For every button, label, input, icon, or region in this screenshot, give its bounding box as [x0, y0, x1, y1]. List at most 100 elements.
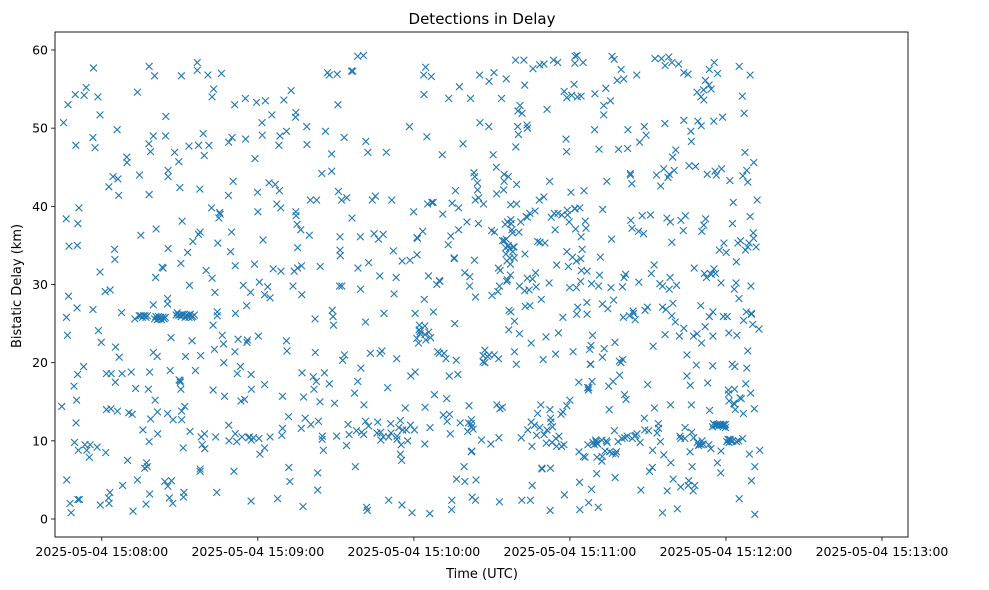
data-point [118, 481, 127, 490]
data-point [219, 358, 228, 367]
data-point [613, 76, 622, 85]
data-point [111, 378, 120, 387]
data-point [161, 132, 170, 140]
data-point [741, 148, 749, 157]
y-axis-label: Bistatic Delay (km) [10, 224, 25, 348]
data-point [502, 235, 510, 243]
data-point [518, 496, 526, 505]
data-point [145, 190, 153, 199]
data-point [700, 221, 708, 229]
data-point [540, 430, 548, 439]
y-tick-label: 30 [32, 277, 48, 292]
data-point [65, 242, 73, 250]
data-point [596, 253, 605, 261]
data-point [749, 158, 758, 167]
data-point [382, 148, 391, 157]
data-point [684, 476, 693, 485]
data-point [668, 311, 676, 320]
data-point [190, 311, 199, 319]
data-point [260, 444, 269, 452]
data-point [266, 433, 274, 441]
data-point [584, 440, 592, 449]
data-point [514, 107, 522, 115]
data-point [258, 131, 267, 139]
data-point [632, 71, 641, 79]
data-point [687, 428, 696, 437]
data-point [686, 381, 695, 390]
data-point [686, 448, 694, 456]
data-point [495, 498, 504, 506]
data-point [470, 256, 479, 265]
data-point [389, 247, 398, 255]
data-point [665, 170, 674, 179]
data-point [533, 409, 542, 418]
data-point [70, 438, 79, 447]
data-point [687, 127, 695, 136]
data-point [236, 362, 245, 371]
data-point [563, 93, 571, 102]
data-point [286, 477, 294, 486]
data-point [336, 233, 344, 241]
data-point [145, 62, 153, 71]
data-point [504, 172, 513, 181]
data-point [707, 85, 715, 93]
data-point [211, 433, 220, 441]
data-point [668, 238, 676, 247]
data-point [107, 405, 115, 413]
data-point [680, 324, 688, 333]
data-point [717, 447, 725, 455]
data-point [685, 161, 693, 170]
data-point [538, 465, 546, 473]
data-point [212, 488, 221, 497]
data-point [287, 86, 295, 95]
data-point [744, 347, 752, 355]
data-point [656, 182, 665, 190]
data-point [211, 288, 219, 297]
data-point [202, 266, 210, 275]
data-point [91, 143, 99, 152]
data-point [424, 272, 433, 280]
data-point [668, 58, 676, 67]
data-point [378, 347, 386, 355]
data-point [413, 234, 422, 243]
data-point [648, 446, 657, 455]
data-point [582, 224, 590, 233]
data-point [477, 436, 486, 444]
data-point [594, 503, 603, 512]
data-point [73, 304, 81, 312]
data-point [384, 433, 393, 441]
data-point [750, 405, 759, 413]
data-point [178, 217, 186, 225]
data-point [502, 277, 511, 286]
data-point [681, 434, 689, 443]
data-point [537, 401, 545, 409]
data-point [618, 355, 627, 364]
data-point [648, 463, 657, 472]
data-point [380, 309, 388, 318]
data-point [755, 446, 764, 455]
data-point [465, 401, 473, 410]
data-point [709, 308, 717, 316]
data-point [448, 496, 456, 505]
data-point [398, 426, 407, 434]
data-point [163, 409, 172, 418]
data-point [666, 218, 675, 226]
data-point [361, 417, 370, 426]
y-tick-label: 50 [32, 121, 48, 136]
data-point [545, 279, 553, 287]
data-point [512, 360, 521, 369]
data-point [185, 281, 194, 290]
data-point [747, 309, 756, 318]
data-point [576, 204, 584, 212]
data-point [749, 234, 758, 243]
data-point [123, 456, 132, 465]
data-point [233, 369, 242, 378]
data-point [230, 100, 239, 109]
data-point [679, 226, 688, 235]
data-point [165, 494, 174, 502]
data-point [548, 422, 557, 431]
data-point [609, 296, 618, 304]
data-point [700, 96, 708, 104]
data-point [163, 294, 172, 303]
data-point [508, 229, 517, 237]
